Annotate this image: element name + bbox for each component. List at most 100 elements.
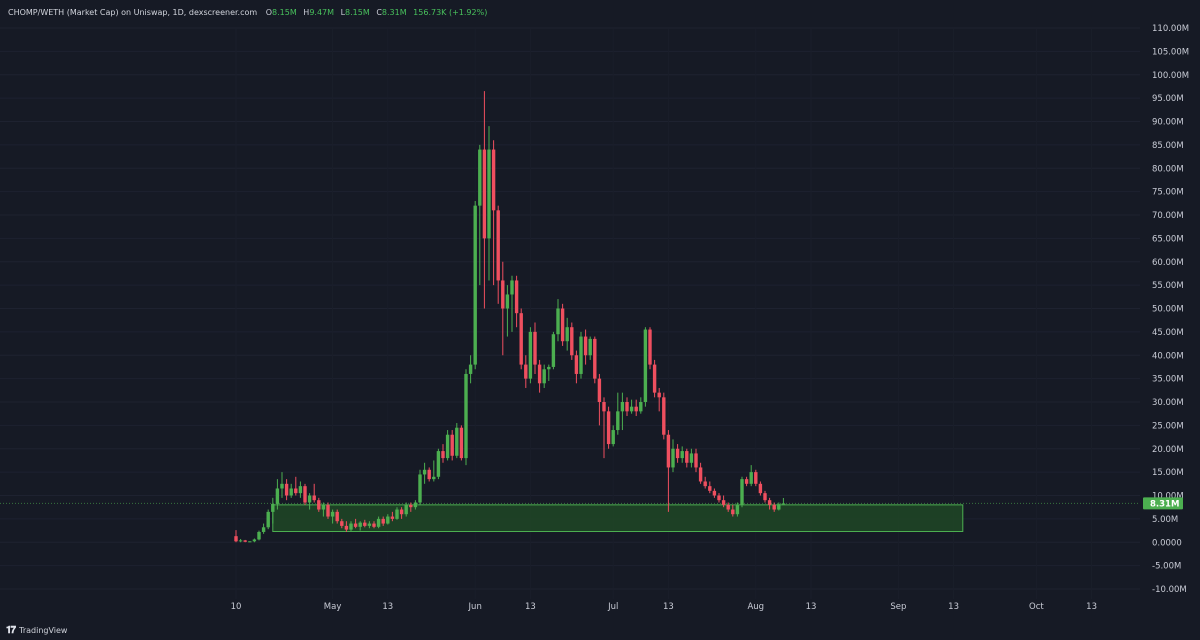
candle-body (464, 373, 468, 459)
candle-body (754, 472, 758, 484)
candle-body (708, 486, 712, 491)
y-tick-label: -5.00M (1152, 562, 1181, 572)
candle (528, 327, 533, 384)
candle (395, 507, 399, 520)
x-tick-label: 13 (525, 602, 536, 612)
y-tick-label: 85.00M (1152, 141, 1184, 151)
candle-body (560, 308, 565, 342)
candle (284, 479, 289, 501)
candle (335, 509, 339, 524)
candle-body (533, 331, 537, 365)
candle (289, 483, 293, 498)
candle (261, 523, 266, 534)
candle-body (680, 451, 684, 459)
low-label: L (340, 8, 346, 17)
candle (634, 399, 638, 417)
candle (482, 91, 487, 309)
candle-body (238, 540, 243, 542)
candle-body (353, 523, 358, 527)
candle-body (524, 364, 528, 379)
y-tick-label: -10.00M (1152, 585, 1187, 595)
candle-body (487, 149, 491, 239)
x-tick-label: 13 (806, 602, 817, 612)
candle-body (574, 355, 579, 374)
candle-body (698, 467, 703, 482)
y-tick-label: 80.00M (1152, 164, 1184, 174)
candles (234, 91, 786, 543)
candle-body (583, 336, 588, 356)
candle (491, 140, 496, 286)
candle-body (496, 210, 500, 281)
footer-brand[interactable]: 𝟏𝟕 TradingView (6, 625, 67, 636)
candle (505, 285, 510, 337)
candle (547, 364, 551, 381)
candle (717, 493, 721, 503)
candle-body (317, 500, 321, 510)
y-tick-label: 0.0000 (1152, 538, 1182, 548)
candle-body (597, 378, 602, 402)
candle-body (399, 509, 404, 515)
candle (726, 502, 730, 512)
x-tick-label: 13 (382, 602, 393, 612)
candle-body (556, 308, 560, 335)
candle-body (358, 522, 362, 527)
y-tick-label: 10.00M (1152, 492, 1184, 502)
candle (496, 205, 500, 304)
candle-body (459, 427, 464, 459)
candle (698, 462, 703, 484)
grid-lines (0, 27, 1140, 599)
candle (685, 448, 689, 468)
candle (317, 497, 321, 512)
candle (625, 397, 629, 417)
chart-legend-header: CHOMP/WETH (Market Cap) on Uniswap, 1D, … (8, 8, 491, 17)
candle-body (257, 531, 261, 540)
candle (409, 502, 413, 512)
candle (455, 423, 459, 459)
candle (418, 469, 422, 505)
candle (740, 476, 744, 508)
x-tick-label: Jun (468, 602, 482, 612)
candle-body (694, 453, 698, 468)
candle (413, 500, 418, 510)
candle (468, 355, 473, 384)
candle (478, 144, 482, 286)
candle (763, 490, 767, 503)
candle-body (602, 402, 606, 412)
price-tag-bg (1143, 497, 1183, 510)
candle (781, 497, 786, 505)
candle (280, 472, 284, 498)
y-tick-label: 15.00M (1152, 468, 1184, 478)
x-tick-label: 13 (1086, 602, 1097, 612)
candle-body (634, 406, 638, 412)
close-label: C (376, 8, 382, 17)
candle-body (514, 280, 519, 314)
candle (620, 392, 625, 431)
price-tag-label: 8.31M (1150, 499, 1179, 509)
y-tick-label: 55.00M (1152, 281, 1184, 291)
candle-body (579, 336, 583, 374)
candle (593, 336, 597, 384)
candle-body (418, 474, 422, 503)
x-tick-label: 13 (948, 602, 959, 612)
candle-body (390, 516, 395, 519)
candle-body (432, 476, 436, 480)
candle (363, 519, 367, 528)
candle-body (252, 539, 257, 542)
candle-body (505, 294, 510, 309)
candle (501, 261, 505, 356)
candle (712, 488, 717, 498)
candle-body (409, 504, 413, 508)
candle (514, 275, 519, 328)
candle (703, 476, 707, 489)
high-label: H (303, 8, 310, 17)
x-tick-label: 13 (663, 602, 674, 612)
candle-body (445, 434, 450, 459)
candle-body (726, 504, 730, 510)
candle-body (611, 430, 615, 445)
x-tick-label: May (324, 602, 342, 612)
candle (708, 481, 712, 494)
x-tick-label: Sep (890, 602, 906, 612)
candle (303, 483, 307, 505)
candle-body (243, 540, 247, 542)
